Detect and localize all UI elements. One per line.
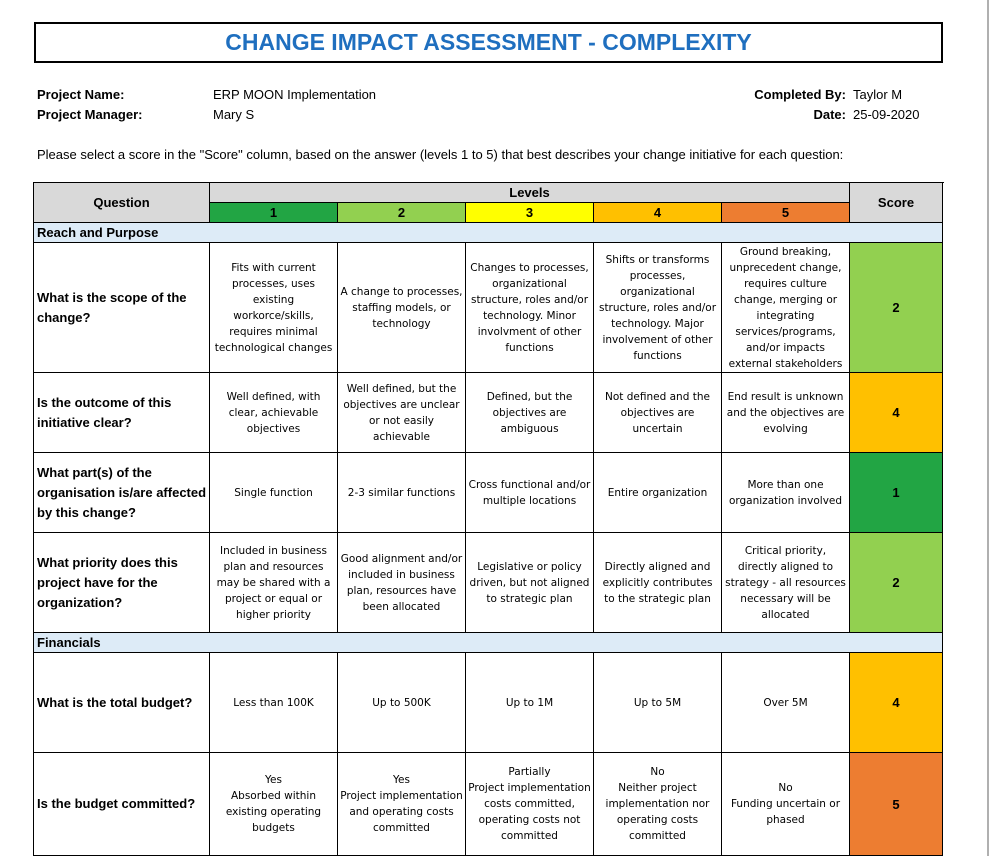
level-label: 4: [594, 203, 722, 223]
answer: More than one organization involved: [722, 453, 850, 533]
project-name-label: Project Name:: [37, 87, 125, 102]
question: Is the budget committed?: [34, 753, 210, 856]
answer: Less than 100K: [210, 653, 338, 753]
answer: Defined, but the objectives are ambiguou…: [466, 373, 594, 453]
levels-header: Levels: [210, 183, 850, 203]
title: CHANGE IMPACT ASSESSMENT - COMPLEXITY: [34, 22, 943, 63]
answer: Directly aligned and explicitly contribu…: [594, 533, 722, 633]
answer: Shifts or transforms processes, organiza…: [594, 243, 722, 373]
score: 2: [850, 533, 943, 633]
answer: Up to 1M: [466, 653, 594, 753]
score: 2: [850, 243, 943, 373]
question: What is the scope of the change?: [34, 243, 210, 373]
answer: No Funding uncertain or phased: [722, 753, 850, 856]
score-header: Score: [850, 183, 943, 223]
answer: Ground breaking, unprecedent change, req…: [722, 243, 850, 373]
answer: Legislative or policy driven, but not al…: [466, 533, 594, 633]
level-label: 1: [210, 203, 338, 223]
table-frame: [33, 182, 944, 856]
answer: Not defined and the objectives are uncer…: [594, 373, 722, 453]
question: Is the outcome of this initiative clear?: [34, 373, 210, 453]
section-title: Financials: [34, 633, 943, 653]
answer: Yes Project implementation and operating…: [338, 753, 466, 856]
date-label: Date:: [813, 107, 846, 122]
question: What part(s) of the organisation is/are …: [34, 453, 210, 533]
answer: Changes to processes, organizational str…: [466, 243, 594, 373]
completed-label: Completed By:: [754, 87, 846, 102]
project-name: ERP MOON Implementation: [213, 87, 377, 102]
answer: Up to 5M: [594, 653, 722, 753]
completed-by: Taylor M: [853, 87, 903, 102]
answer: Cross functional and/or multiple locatio…: [466, 453, 594, 533]
answer: Critical priority, directly aligned to s…: [722, 533, 850, 633]
answer: Well defined, but the objectives are unc…: [338, 373, 466, 453]
answer: Good alignment and/or included in busine…: [338, 533, 466, 633]
answer: Over 5M: [722, 653, 850, 753]
question: What is the total budget?: [34, 653, 210, 753]
level-label: 5: [722, 203, 850, 223]
date: 25-09-2020: [853, 107, 920, 122]
question: What priority does this project have for…: [34, 533, 210, 633]
score: 4: [850, 653, 943, 753]
question-header: Question: [34, 183, 210, 223]
section-title: Reach and Purpose: [34, 223, 943, 243]
project-manager-label: Project Manager:: [37, 107, 143, 122]
answer: Up to 500K: [338, 653, 466, 753]
answer: Yes Absorbed within existing operating b…: [210, 753, 338, 856]
level-label: 3: [466, 203, 594, 223]
answer: Entire organization: [594, 453, 722, 533]
level-label: 2: [338, 203, 466, 223]
answer: Fits with current processes, uses existi…: [210, 243, 338, 373]
project-manager: Mary S: [213, 107, 255, 122]
score: 1: [850, 453, 943, 533]
answer: No Neither project implementation nor op…: [594, 753, 722, 856]
answer: Included in business plan and resources …: [210, 533, 338, 633]
answer: Partially Project implementation costs c…: [466, 753, 594, 856]
instruction: Please select a score in the "Score" col…: [37, 147, 844, 162]
answer: A change to processes, staffing models, …: [338, 243, 466, 373]
answer: 2-3 similar functions: [338, 453, 466, 533]
score: 4: [850, 373, 943, 453]
score: 5: [850, 753, 943, 856]
answer: Single function: [210, 453, 338, 533]
answer: End result is unknown and the objectives…: [722, 373, 850, 453]
answer: Well defined, with clear, achievable obj…: [210, 373, 338, 453]
